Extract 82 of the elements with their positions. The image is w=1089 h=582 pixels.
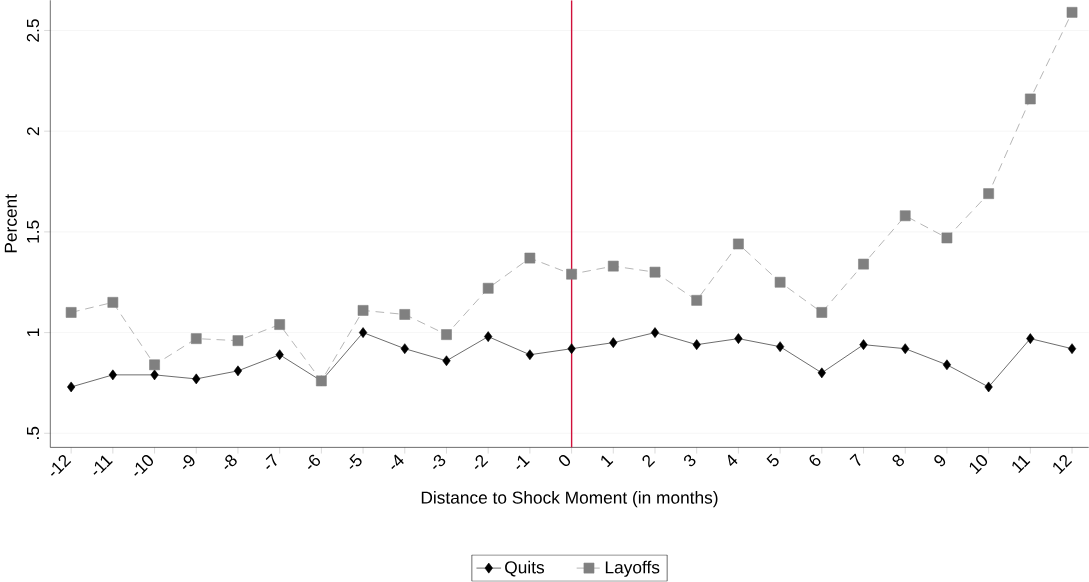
point [692, 339, 701, 351]
point [941, 232, 953, 244]
point [899, 210, 911, 222]
point [1026, 333, 1035, 345]
point [359, 327, 368, 339]
x-tick-label: 5 [766, 454, 779, 467]
point [1067, 343, 1077, 355]
x-tick-label: 6 [809, 455, 821, 467]
point [190, 333, 202, 345]
point [524, 252, 536, 264]
x-tick-label: -9 [182, 455, 195, 470]
point [776, 341, 785, 353]
point [566, 269, 577, 280]
point [107, 297, 119, 308]
point [482, 283, 494, 294]
point [567, 343, 576, 355]
point [442, 355, 451, 367]
y-tick-label: 1 [27, 328, 40, 337]
point [150, 369, 159, 381]
x-tick-label: -8 [224, 455, 237, 470]
x-tick-label: 12 [1053, 455, 1073, 475]
x-tick-label: 0 [559, 455, 571, 467]
x-tick-label: -6 [307, 455, 321, 470]
x-tick-label: 4 [727, 454, 738, 467]
point [901, 343, 910, 355]
x-tick-label: -5 [349, 454, 362, 470]
point [942, 359, 951, 371]
point [233, 365, 243, 377]
y-tick-label: 2 [26, 127, 40, 136]
point [734, 333, 743, 345]
point [609, 337, 618, 349]
point [816, 307, 828, 319]
point [399, 309, 411, 321]
x-tick-label: -12 [50, 455, 72, 477]
point [274, 319, 285, 331]
point [984, 381, 993, 393]
point [441, 329, 452, 341]
point [1066, 7, 1078, 18]
point [149, 359, 160, 371]
x-tick-label: 8 [892, 455, 905, 467]
point [607, 261, 619, 272]
x-tick-label: -3 [433, 455, 446, 470]
point [983, 188, 994, 200]
point [817, 367, 826, 379]
x-tick-label: 7 [849, 453, 861, 467]
point [108, 369, 117, 381]
y-tick-label: .5 [26, 427, 40, 440]
x-axis-title: Distance to Shock Moment (in months) [421, 491, 718, 508]
point [858, 259, 869, 270]
x-tick-label: -10 [134, 455, 154, 476]
x-tick-label: -7 [265, 453, 277, 470]
point [400, 343, 409, 355]
x-tick-label: 3 [683, 455, 696, 467]
x-tick-label: -2 [474, 455, 489, 470]
y-tick-label: 1.5 [26, 220, 40, 243]
y-axis-title: Percent [4, 194, 17, 253]
point [232, 335, 244, 347]
point [649, 267, 661, 278]
x-tick-label: 9 [934, 455, 946, 467]
x-tick-label: -1 [516, 455, 530, 470]
legend-label: Quits [505, 561, 545, 577]
x-tick-label: 11 [1012, 455, 1031, 474]
point [275, 349, 284, 361]
point [859, 339, 868, 351]
point [650, 327, 660, 339]
point [192, 373, 201, 385]
point [1024, 93, 1036, 105]
x-tick-label: -4 [391, 454, 404, 470]
point [525, 349, 534, 361]
x-tick-label: 1 [601, 455, 614, 468]
x-tick-label: -11 [93, 455, 113, 476]
point [67, 381, 76, 393]
point [357, 305, 369, 317]
x-tick-label: 2 [642, 455, 656, 468]
x-tick-label: 10 [969, 455, 988, 475]
point [691, 295, 703, 306]
legend-label: Layoffs [605, 560, 660, 578]
y-tick-label: 2.5 [26, 19, 40, 42]
point [65, 307, 77, 319]
point [484, 331, 493, 343]
point [774, 277, 786, 288]
point [733, 238, 744, 250]
